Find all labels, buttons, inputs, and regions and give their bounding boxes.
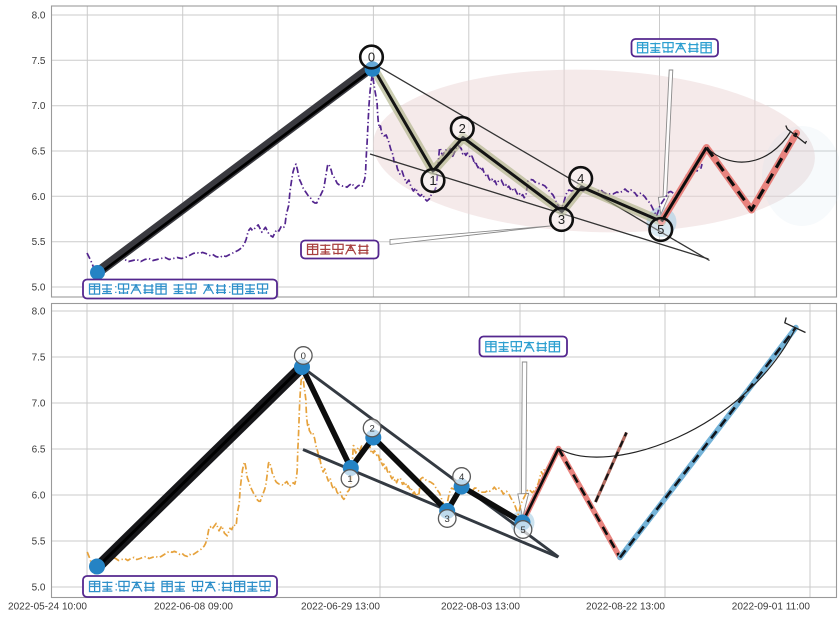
svg-text:2: 2 bbox=[459, 121, 466, 136]
svg-text:4: 4 bbox=[459, 472, 464, 483]
svg-text::: : bbox=[228, 281, 232, 296]
svg-text:7.0: 7.0 bbox=[32, 399, 46, 410]
svg-text:0: 0 bbox=[301, 351, 306, 362]
svg-text:8.0: 8.0 bbox=[32, 307, 46, 318]
svg-text:2: 2 bbox=[369, 424, 374, 435]
svg-text:5: 5 bbox=[520, 525, 525, 536]
svg-text:5.0: 5.0 bbox=[32, 283, 46, 294]
svg-text::: : bbox=[114, 281, 118, 296]
svg-text:2022-06-08 09:00: 2022-06-08 09:00 bbox=[154, 602, 233, 613]
svg-text:5.0: 5.0 bbox=[32, 583, 46, 594]
svg-text:1: 1 bbox=[429, 173, 436, 188]
svg-text:8.0: 8.0 bbox=[32, 11, 46, 22]
svg-text:6.5: 6.5 bbox=[32, 445, 46, 456]
svg-text:5.5: 5.5 bbox=[32, 237, 46, 248]
svg-text:2022-05-24 10:00: 2022-05-24 10:00 bbox=[8, 602, 87, 613]
svg-text:7.5: 7.5 bbox=[32, 353, 46, 364]
svg-text:5: 5 bbox=[657, 222, 664, 237]
svg-text:0: 0 bbox=[368, 50, 375, 65]
svg-text:2022-09-01 11:00: 2022-09-01 11:00 bbox=[732, 602, 811, 613]
svg-text:7.0: 7.0 bbox=[32, 101, 46, 112]
svg-text:6.0: 6.0 bbox=[32, 491, 46, 502]
svg-text:2022-08-22 13:00: 2022-08-22 13:00 bbox=[586, 602, 665, 613]
svg-text::: : bbox=[114, 579, 118, 594]
svg-text:2022-06-29 13:00: 2022-06-29 13:00 bbox=[301, 602, 380, 613]
svg-text:5.5: 5.5 bbox=[32, 537, 46, 548]
svg-text::: : bbox=[217, 579, 221, 594]
svg-text:6.5: 6.5 bbox=[32, 147, 46, 158]
svg-text:3: 3 bbox=[558, 212, 565, 227]
svg-text:7.5: 7.5 bbox=[32, 56, 46, 67]
svg-text:3: 3 bbox=[445, 514, 450, 525]
svg-text:1: 1 bbox=[347, 474, 352, 485]
svg-text:6.0: 6.0 bbox=[32, 192, 46, 203]
svg-text:4: 4 bbox=[577, 171, 584, 186]
svg-text:2022-08-03 13:00: 2022-08-03 13:00 bbox=[441, 602, 520, 613]
